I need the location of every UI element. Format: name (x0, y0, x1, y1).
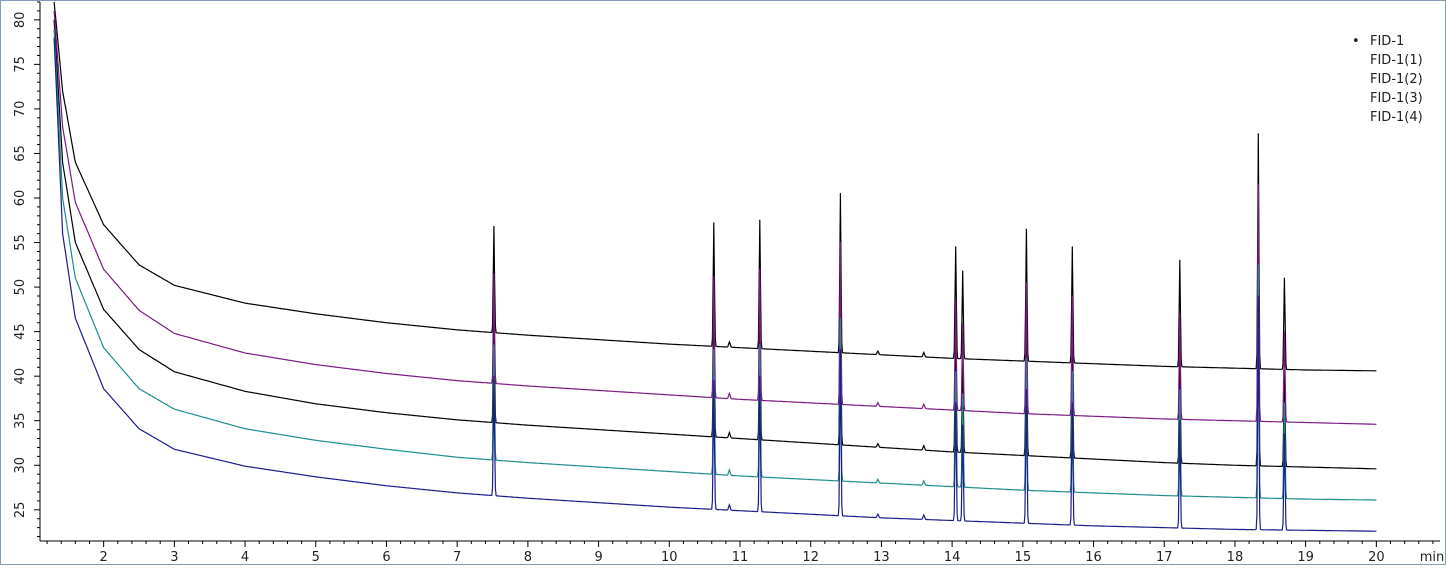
peak-point (1025, 357, 1027, 359)
y-tick-label: 50 (13, 279, 28, 296)
peak-point (1257, 133, 1259, 135)
x-tick-label: 19 (1297, 550, 1314, 565)
legend-item[interactable]: FID-1(3) (1370, 91, 1423, 106)
axes: 2 3 4 5 6 7 8 9 10 11 12 13 14 15 16 17 18 19 20 min2530354… (13, 1, 1445, 565)
y-tick-label: 65 (13, 145, 28, 162)
y-tick-label: 70 (13, 101, 28, 118)
peak-point (713, 380, 715, 382)
peak-point (1179, 388, 1181, 391)
peak-point (713, 275, 715, 277)
peak-point (1071, 295, 1073, 297)
peak-point (1025, 282, 1027, 284)
peak-point (962, 322, 964, 324)
legend: • FID-1 FID-1(1) FID-1(2) FID-1(3) FID-1(4) (1352, 34, 1423, 125)
peak-point (839, 192, 842, 195)
x-tick-label: 4 (241, 550, 249, 565)
x-tick-label: 15 (1015, 550, 1032, 565)
peak-point (839, 348, 842, 351)
peak-point (1025, 228, 1027, 230)
peak-point (955, 246, 957, 248)
series-line-5 (53, 37, 1377, 532)
peak-point (1257, 264, 1259, 266)
peak-point (1179, 313, 1181, 315)
series-line-1 (53, 1, 1377, 372)
peak-point (962, 393, 964, 395)
legend-marker: • (1352, 34, 1360, 49)
peak-point (1257, 184, 1259, 186)
x-tick-label: 7 (453, 550, 461, 565)
peak-point (839, 317, 842, 319)
y-tick-label: 30 (13, 457, 28, 474)
x-tick-label: 5 (312, 550, 320, 565)
x-tick-label: 14 (944, 550, 961, 565)
peak-point (1025, 388, 1027, 391)
peak-point (713, 222, 715, 224)
x-unit-label: min (1420, 550, 1445, 565)
peak-point (759, 268, 761, 270)
x-tick-label: 16 (1085, 550, 1102, 565)
x-tick-label: 3 (170, 550, 178, 565)
peak-point (713, 348, 715, 351)
peak-point (1283, 402, 1286, 404)
x-tick-label: 11 (732, 550, 749, 565)
x-tick-label: 17 (1156, 550, 1173, 565)
x-tick-label: 9 (594, 550, 602, 565)
peak-point (493, 375, 495, 377)
peak-point (759, 344, 761, 346)
x-tick-label: 18 (1227, 550, 1244, 565)
peak-point (1179, 420, 1181, 422)
legend-item[interactable]: FID-1(2) (1370, 72, 1423, 87)
peak-point (759, 375, 761, 377)
peak-point (493, 273, 495, 275)
legend-item[interactable]: FID-1(4) (1370, 110, 1423, 125)
y-tick-label: 75 (13, 56, 28, 73)
y-tick-label: 40 (13, 368, 28, 385)
peak-point (1179, 259, 1181, 261)
peak-point (1257, 295, 1259, 297)
peak-point (955, 402, 957, 404)
peak-point (493, 225, 495, 228)
peak-point (1283, 433, 1286, 435)
y-tick-label: 25 (13, 502, 28, 519)
peak-point (962, 270, 964, 272)
peak-point (759, 219, 761, 221)
peak-point (839, 241, 842, 244)
peak-point (1071, 402, 1073, 404)
series-group (53, 1, 1377, 532)
x-tick-label: 20 (1368, 550, 1385, 565)
x-tick-label: 12 (802, 550, 819, 565)
y-tick-label: 45 (13, 323, 28, 340)
peak-point (955, 371, 957, 373)
legend-item[interactable]: FID-1 (1370, 34, 1404, 49)
peak-point (493, 344, 495, 346)
x-tick-label: 6 (382, 550, 390, 565)
x-tick-label: 10 (661, 550, 678, 565)
x-tick-label: 8 (524, 550, 532, 565)
peak-point (1283, 277, 1286, 279)
x-tick-label: 2 (99, 550, 107, 565)
y-tick-label: 80 (13, 12, 28, 29)
peak-point (1071, 246, 1073, 248)
peak-point (962, 424, 964, 426)
peak-point (1071, 371, 1073, 373)
legend-item[interactable]: FID-1(1) (1370, 53, 1423, 68)
y-tick-label: 60 (13, 190, 28, 207)
x-tick-label: 13 (873, 550, 890, 565)
peak-point (955, 299, 957, 302)
series-line-3 (53, 10, 1377, 425)
peak-point (1283, 331, 1286, 333)
y-tick-label: 55 (13, 234, 28, 251)
y-tick-label: 35 (13, 412, 28, 429)
